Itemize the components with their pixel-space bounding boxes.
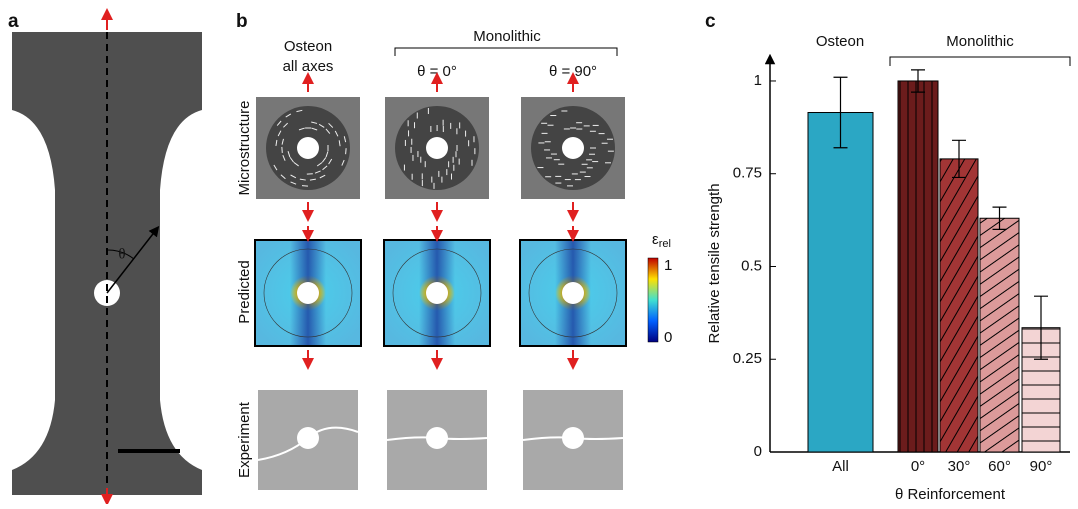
colorbar <box>648 258 658 342</box>
row-label: Experiment <box>236 401 253 478</box>
group-label: Osteon <box>816 33 864 50</box>
group-header: Monolithic <box>473 28 541 45</box>
bar-chart: 0 0.25 0.5 0.75 1 Relative tensile strength θ … <box>706 33 1070 503</box>
x-tick-label: 30° <box>948 458 971 475</box>
x-tick-label: 0° <box>911 458 925 475</box>
column-header: θ = 90° <box>549 63 597 80</box>
angle-label: θ <box>118 246 125 262</box>
colorbar-tick: 0 <box>664 329 672 346</box>
hole <box>297 137 319 159</box>
bracket <box>395 48 617 56</box>
y-tick-label: 0 <box>754 443 762 460</box>
column-header: Osteon <box>284 38 332 55</box>
y-tick-label: 0.25 <box>733 350 762 367</box>
column-header: θ = 0° <box>417 63 457 80</box>
bracket <box>890 57 1070 66</box>
y-tick-label: 0.75 <box>733 165 762 182</box>
colorbar-label: εrel <box>652 231 671 250</box>
hole <box>562 282 584 304</box>
y-tick-label: 1 <box>754 72 762 89</box>
bar-hatch <box>980 218 1019 452</box>
bar-hatch <box>898 81 938 452</box>
x-axis-label: θ Reinforcement <box>895 486 1006 503</box>
hole <box>426 282 448 304</box>
bar-hatch <box>940 159 978 452</box>
column-header: all axes <box>283 58 334 75</box>
x-tick-label: All <box>832 458 849 475</box>
panel-label: b <box>236 11 248 32</box>
panel-label: a <box>8 11 19 32</box>
y-axis-label: Relative tensile strength <box>706 183 723 343</box>
y-tick-label: 0.5 <box>741 257 762 274</box>
row-label: Microstructure <box>236 100 253 195</box>
x-tick-label: 90° <box>1030 458 1053 475</box>
panel-b-images <box>255 78 626 490</box>
hole <box>426 137 448 159</box>
specimen <box>12 14 202 500</box>
hole <box>297 282 319 304</box>
bar <box>808 113 873 452</box>
figure: a b c θ Osteon all axes Monolithic θ = 0… <box>0 0 1078 504</box>
panel-label: c <box>705 11 716 32</box>
fiber <box>346 148 347 154</box>
colorbar-tick: 1 <box>664 257 672 274</box>
hole <box>562 137 584 159</box>
group-label: Monolithic <box>946 33 1014 50</box>
x-tick-label: 60° <box>988 458 1011 475</box>
row-label: Predicted <box>236 260 253 323</box>
